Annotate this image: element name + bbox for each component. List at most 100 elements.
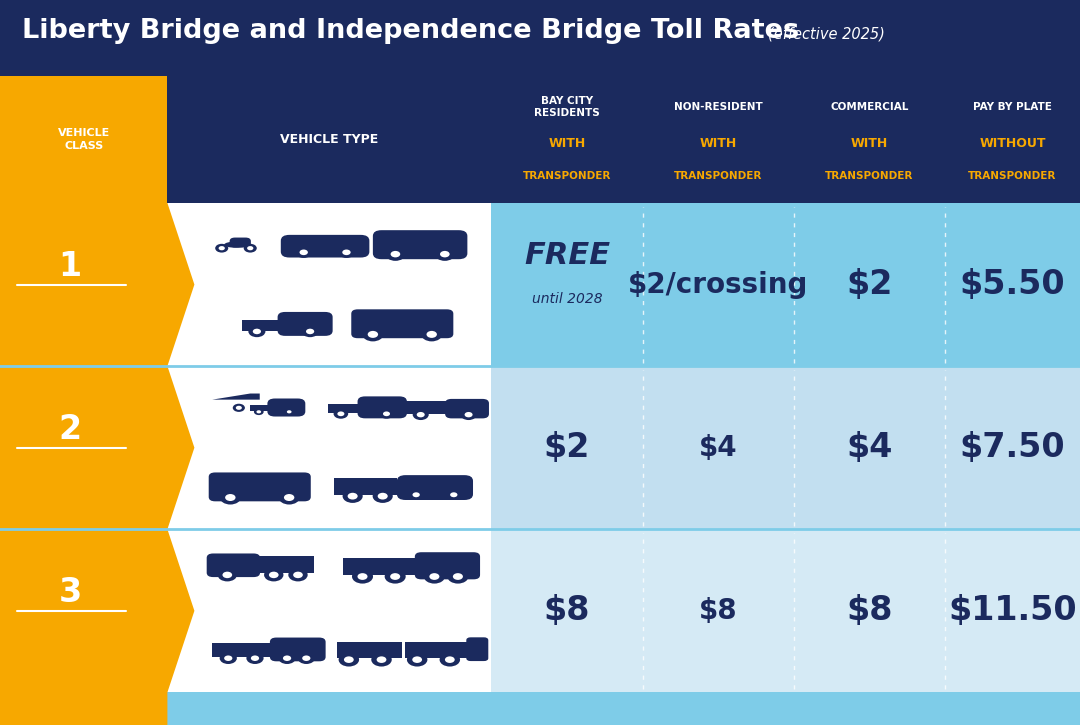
Circle shape (246, 652, 264, 664)
Bar (491, 366, 1080, 529)
Circle shape (334, 409, 348, 419)
Circle shape (357, 573, 367, 580)
Circle shape (430, 573, 440, 580)
Text: (effective 2025): (effective 2025) (768, 27, 885, 42)
FancyBboxPatch shape (405, 642, 471, 658)
Text: $2: $2 (544, 431, 590, 464)
Circle shape (254, 409, 264, 415)
Circle shape (447, 569, 469, 584)
Circle shape (446, 489, 461, 500)
FancyBboxPatch shape (357, 397, 407, 418)
Text: TRANSPONDER: TRANSPONDER (674, 171, 762, 181)
Circle shape (217, 568, 237, 581)
Bar (167, 366, 491, 529)
Circle shape (279, 652, 296, 664)
Circle shape (460, 410, 476, 420)
FancyBboxPatch shape (335, 478, 397, 495)
Text: $4: $4 (699, 434, 738, 462)
Circle shape (338, 247, 355, 258)
FancyBboxPatch shape (270, 637, 326, 661)
Bar (0, 76, 1080, 203)
Circle shape (427, 331, 437, 338)
Text: 1: 1 (58, 250, 82, 283)
Circle shape (408, 489, 423, 500)
Ellipse shape (225, 241, 247, 248)
Text: VEHICLE
CLASS: VEHICLE CLASS (57, 128, 110, 151)
Polygon shape (0, 203, 194, 725)
Circle shape (299, 249, 308, 255)
Circle shape (363, 328, 383, 341)
Text: VEHICLE TYPE: VEHICLE TYPE (281, 133, 378, 146)
Circle shape (348, 493, 357, 500)
Bar (0, 76, 167, 203)
Text: Liberty Bridge and Independence Bridge Toll Rates: Liberty Bridge and Independence Bridge T… (22, 18, 799, 44)
Circle shape (248, 326, 266, 337)
Polygon shape (212, 394, 260, 399)
Circle shape (284, 494, 295, 501)
Bar (0, 0, 1080, 76)
Circle shape (423, 569, 445, 584)
Circle shape (293, 571, 302, 578)
Circle shape (413, 492, 420, 497)
FancyBboxPatch shape (242, 320, 285, 331)
FancyBboxPatch shape (343, 558, 421, 575)
Circle shape (390, 573, 401, 580)
Circle shape (247, 246, 254, 250)
Circle shape (450, 492, 458, 497)
Bar (491, 203, 1080, 366)
FancyBboxPatch shape (351, 310, 454, 338)
Circle shape (383, 412, 390, 416)
Circle shape (407, 652, 428, 666)
Circle shape (379, 409, 394, 419)
Circle shape (220, 491, 241, 505)
Circle shape (440, 251, 449, 257)
Text: WITH: WITH (851, 137, 888, 149)
Circle shape (413, 656, 422, 663)
Circle shape (251, 655, 259, 661)
Circle shape (445, 656, 455, 663)
Circle shape (337, 412, 345, 416)
Circle shape (244, 244, 257, 252)
Circle shape (378, 493, 388, 500)
Text: $7.50: $7.50 (960, 431, 1065, 464)
Text: WITHOUT: WITHOUT (980, 137, 1045, 149)
Text: $8: $8 (846, 594, 893, 627)
Text: TRANSPONDER: TRANSPONDER (523, 171, 611, 181)
Text: $4: $4 (847, 431, 892, 464)
Text: 2: 2 (58, 413, 82, 446)
Text: BAY CITY
RESIDENTS: BAY CITY RESIDENTS (535, 96, 599, 117)
Circle shape (377, 656, 387, 663)
Bar (255, 405, 275, 407)
Circle shape (453, 573, 463, 580)
FancyBboxPatch shape (208, 473, 311, 501)
Text: 3: 3 (58, 576, 82, 609)
Text: NON-RESIDENT: NON-RESIDENT (674, 102, 762, 112)
FancyBboxPatch shape (445, 399, 489, 418)
Text: $2/crossing: $2/crossing (627, 270, 809, 299)
Circle shape (391, 251, 401, 257)
Text: $2: $2 (847, 268, 892, 301)
Circle shape (343, 656, 354, 663)
Text: until 2028: until 2028 (531, 292, 603, 306)
Text: TRANSPONDER: TRANSPONDER (969, 171, 1056, 181)
Circle shape (287, 410, 292, 413)
Circle shape (421, 328, 442, 341)
Circle shape (233, 404, 245, 412)
Circle shape (225, 494, 235, 501)
Circle shape (256, 410, 261, 413)
Text: $11.50: $11.50 (948, 594, 1077, 627)
Circle shape (298, 652, 315, 664)
FancyBboxPatch shape (397, 475, 473, 500)
Circle shape (222, 571, 232, 578)
Circle shape (306, 328, 314, 334)
FancyBboxPatch shape (415, 552, 480, 579)
Bar (167, 203, 491, 366)
Circle shape (352, 569, 373, 584)
Text: WITH: WITH (700, 137, 737, 149)
Polygon shape (307, 236, 345, 241)
FancyBboxPatch shape (256, 557, 314, 573)
FancyBboxPatch shape (278, 312, 333, 336)
Circle shape (384, 569, 406, 584)
FancyBboxPatch shape (251, 405, 275, 412)
Circle shape (417, 412, 424, 418)
